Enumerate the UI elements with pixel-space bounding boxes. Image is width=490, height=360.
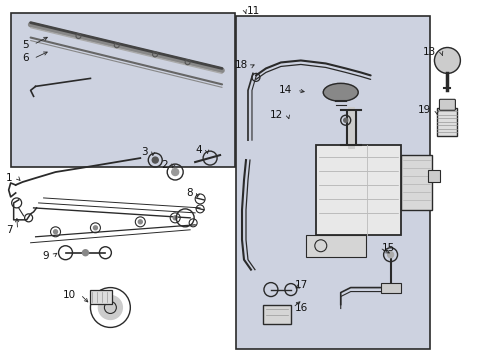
- Text: 13: 13: [423, 48, 437, 58]
- Text: 6: 6: [22, 54, 28, 63]
- Circle shape: [388, 252, 393, 258]
- Text: 17: 17: [295, 280, 308, 289]
- Text: 2: 2: [162, 160, 168, 170]
- Text: 1: 1: [6, 173, 13, 183]
- Circle shape: [152, 157, 158, 163]
- Bar: [263, 305, 291, 324]
- Text: 12: 12: [270, 110, 283, 120]
- Text: 4: 4: [196, 145, 202, 155]
- Bar: [438, 108, 457, 136]
- Bar: [400, 155, 433, 210]
- Bar: [381, 283, 400, 293]
- Text: 18: 18: [235, 60, 248, 71]
- Circle shape: [173, 216, 177, 220]
- Circle shape: [435, 48, 461, 73]
- Bar: [428, 170, 441, 182]
- Text: 15: 15: [382, 243, 395, 253]
- Text: 3: 3: [142, 147, 148, 157]
- Circle shape: [98, 296, 122, 319]
- Text: 16: 16: [295, 302, 308, 312]
- Text: 8: 8: [187, 188, 193, 198]
- FancyBboxPatch shape: [440, 99, 455, 110]
- Text: 10: 10: [62, 289, 75, 300]
- Circle shape: [172, 168, 179, 176]
- Circle shape: [94, 226, 98, 230]
- Bar: [91, 289, 112, 303]
- Bar: [11, 13, 235, 167]
- Text: 7: 7: [6, 225, 13, 235]
- Circle shape: [138, 220, 142, 224]
- Bar: [306, 235, 366, 257]
- Text: 11: 11: [247, 6, 260, 15]
- Text: 14: 14: [279, 85, 292, 95]
- Circle shape: [53, 230, 57, 234]
- Circle shape: [343, 118, 348, 122]
- Bar: [316, 145, 400, 235]
- Text: 19: 19: [418, 105, 432, 115]
- Ellipse shape: [323, 84, 358, 101]
- Text: 5: 5: [22, 40, 28, 50]
- Circle shape: [82, 250, 89, 256]
- Text: 9: 9: [42, 251, 49, 261]
- Bar: [236, 15, 431, 349]
